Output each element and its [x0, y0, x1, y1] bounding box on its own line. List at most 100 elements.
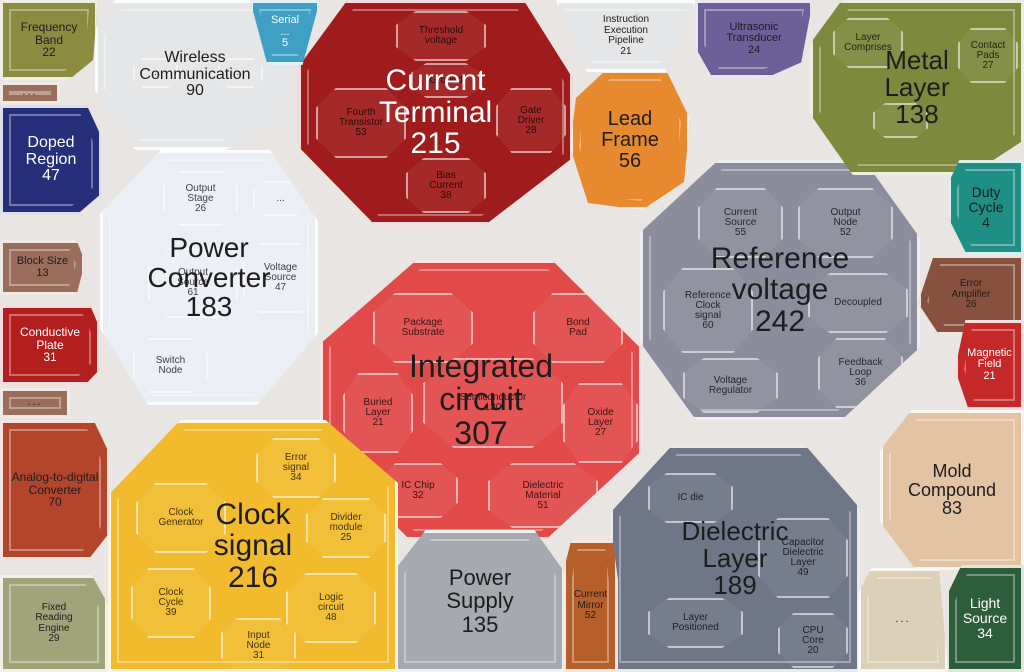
sub-label: Switch Node: [156, 356, 185, 376]
cell-label: Conductive Plate31: [20, 326, 80, 364]
cell-label: Block Size13: [17, 256, 68, 279]
cell-reference-voltage[interactable]: Current Source 55 Output Node 52 Reference…: [640, 160, 920, 420]
cell-label: Fixed Reading Engine29: [35, 603, 72, 645]
cell-fixed-reading-engine[interactable]: Fixed Reading Engine29: [0, 575, 108, 672]
cell-label: ...: [895, 614, 910, 626]
sub-label: Output Stage 26: [185, 184, 215, 214]
cell-adc[interactable]: Analog-to-digital Converter70: [0, 420, 110, 560]
cell-value: 21: [967, 371, 1012, 383]
cell-frequency-band[interactable]: Frequency Band22: [0, 0, 98, 80]
cell-name: Lead Frame: [601, 109, 659, 151]
cell-label: Ultrasonic Transducer24: [726, 22, 781, 57]
sub-label: Contact Pads 27: [971, 41, 1005, 71]
sub-cell: Decoupled: [808, 273, 908, 333]
cell-small-brown-2[interactable]: ...: [0, 388, 70, 418]
cell-lead-frame[interactable]: Lead Frame56: [570, 70, 690, 210]
sub-label: ...: [896, 116, 904, 126]
cell-name: Light Source: [963, 596, 1007, 625]
cell-name: Serial ...: [271, 15, 299, 38]
cell-label: Light Source34: [963, 596, 1007, 640]
sub-label: IC die: [677, 493, 703, 503]
cell-metal-layer[interactable]: Layer ComprisesContact Pads 27...Metal L…: [810, 0, 1024, 175]
sub-label: Input Node 31: [247, 631, 271, 661]
sub-label: Reference Clock signal 60: [685, 291, 731, 331]
cell-name: Instruction Execution Pipeline: [603, 15, 649, 47]
cell-current-mirror[interactable]: Current Mirror52: [563, 540, 618, 672]
cell-name: Conductive Plate: [20, 326, 80, 351]
cell-clock-signal[interactable]: Error signal 34 Clock Generator Divider mo…: [108, 420, 398, 672]
cell-conductive-plate[interactable]: Conductive Plate31: [0, 305, 100, 385]
cell-label: Power Supply135: [446, 566, 513, 635]
sub-label: Capacitor Dielectric Layer 49: [782, 538, 825, 578]
sub-label: Error signal 34: [283, 453, 309, 483]
sub-cell: ...: [873, 103, 928, 138]
sub-cell: Semiconductor 130: [423, 358, 563, 448]
sub-label: CPU Core 20: [802, 626, 824, 656]
sub-cell: Current Source 55: [698, 188, 783, 258]
cell-name: Ultrasonic Transducer: [726, 22, 781, 45]
sub-cell: Layer Comprises: [833, 18, 903, 68]
sub-label: Current Source 55: [724, 208, 757, 238]
cell-value: 56: [601, 151, 659, 172]
sub-label: Layer Positioned: [672, 613, 719, 633]
sub-label: Threshold voltage: [419, 26, 463, 46]
sub-label: Divider module 25: [330, 513, 363, 543]
cell-power-converter[interactable]: Output Stage 26...Output Source 61Voltag…: [100, 150, 318, 405]
cell-small-pale-1[interactable]: ...: [858, 568, 948, 672]
cell-value: 26: [952, 300, 991, 311]
cell-duty-cycle[interactable]: Duty Cycle4: [948, 160, 1024, 255]
sub-cell: Reference Clock signal 60: [663, 268, 753, 353]
cell-power-supply[interactable]: Power Supply135: [395, 530, 565, 672]
sub-cell: Input Node 31: [221, 618, 296, 672]
cell-name: Fixed Reading Engine: [35, 603, 72, 635]
cell-value: 216: [214, 562, 292, 594]
sub-cell: Threshold voltage: [396, 11, 486, 61]
sub-label: Layer Comprises: [844, 33, 892, 53]
sub-cell: Voltage Source 47: [243, 243, 318, 313]
cell-value: 31: [20, 351, 80, 364]
cell-label: Doped Region47: [26, 135, 77, 185]
cell-label: ...: [27, 397, 42, 409]
cell-value: 83: [908, 499, 996, 518]
sub-label: Package Substrate: [402, 318, 445, 338]
cell-value: 29: [35, 634, 72, 645]
sub-cell: IC die: [648, 473, 733, 523]
cell-magnetic-field[interactable]: Magnetic Field21: [955, 320, 1024, 410]
cell-block-size[interactable]: Block Size13: [0, 240, 85, 295]
cell-dielectric-layer[interactable]: IC die Capacitor Dielectric Layer 49 Layer…: [610, 445, 860, 672]
sub-label: Bias Current 38: [429, 171, 462, 201]
cell-label: Current Mirror52: [574, 590, 607, 622]
sub-label: Output Node 52: [830, 208, 860, 238]
cell-doped-region[interactable]: Doped Region47: [0, 105, 102, 215]
sub-label: Feedback Loop 36: [839, 358, 883, 388]
sub-cell: Clock Cycle 39: [131, 568, 211, 638]
sub-cell: Bias Current 38: [406, 158, 486, 213]
cell-mold-compound[interactable]: Mold Compound83: [880, 410, 1024, 570]
sub-label: Dielectric Material 51: [522, 481, 563, 511]
cell-name: Block Size: [17, 256, 68, 268]
sub-label: Oxide Layer 27: [587, 408, 613, 438]
cell-label: Lead Frame56: [601, 109, 659, 172]
cell-value: 47: [26, 168, 77, 185]
cell-instruction-pipeline[interactable]: Instruction Execution Pipeline21: [556, 0, 696, 72]
sub-cell: Output Source 61: [148, 248, 238, 318]
sub-cell: Error signal 34: [256, 438, 336, 498]
cell-label: Analog-to-digital Converter70: [12, 471, 99, 509]
sub-label: Decoupled: [834, 298, 882, 308]
sub-label: Gate Driver 28: [518, 106, 545, 136]
cell-small-brown-1[interactable]: ...: [0, 82, 60, 104]
cell-ultrasonic-transducer[interactable]: Ultrasonic Transducer24: [695, 0, 813, 78]
sub-label: Clock Generator: [158, 508, 203, 528]
sub-label: ...: [151, 68, 159, 78]
sub-cell: Divider module 25: [306, 498, 386, 558]
cell-light-source[interactable]: Light Source34: [946, 565, 1024, 672]
cell-label: Serial ...5: [271, 15, 299, 50]
cell-label: ...: [22, 87, 37, 99]
cell-current-terminal[interactable]: Threshold voltageGroundFourth Transistor…: [298, 0, 573, 225]
sub-label: IC Chip 32: [401, 481, 434, 501]
cell-name: Analog-to-digital Converter: [12, 471, 99, 496]
sub-cell: Switch Node: [133, 338, 208, 393]
sub-cell: Capacitor Dielectric Layer 49: [758, 518, 848, 598]
cell-name: ...: [895, 614, 910, 626]
cell-value: 4: [968, 215, 1003, 230]
